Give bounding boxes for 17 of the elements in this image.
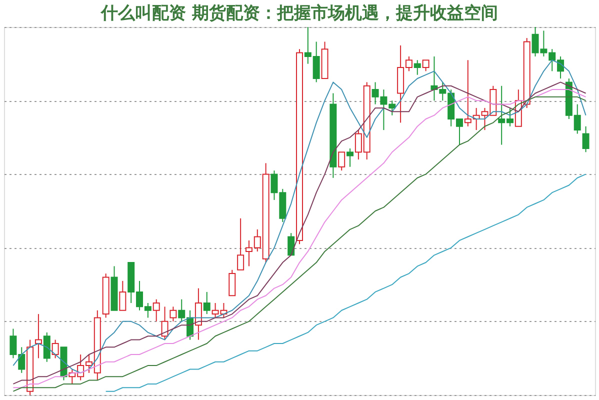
candlestick — [237, 218, 244, 270]
candlestick — [170, 306, 177, 322]
candlestick — [338, 152, 346, 172]
candlestick — [161, 306, 168, 340]
candlestick — [119, 280, 126, 311]
candlestick — [582, 126, 590, 153]
candlestick — [414, 60, 421, 76]
candlestick — [228, 269, 236, 296]
candlestick — [34, 314, 42, 359]
candlestick — [152, 298, 160, 322]
candlestick — [43, 332, 50, 362]
candlestick — [194, 288, 202, 340]
chart-title: 什么叫配资 期货配资：把握市场机遇，提升收益空间 — [100, 4, 498, 24]
candlestick — [52, 339, 59, 359]
candlestick — [422, 60, 430, 72]
candlestick — [203, 291, 210, 315]
candlestick — [346, 148, 354, 168]
